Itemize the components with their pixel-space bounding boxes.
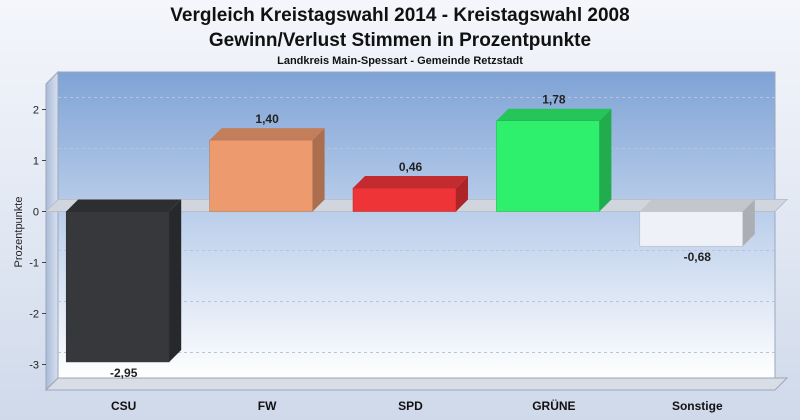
chart-caption: Landkreis Main-Spessart - Gemeinde Retzs… [277,55,523,67]
chart-title: Vergleich Kreistagswahl 2014 - Kreistags… [170,5,629,26]
value-label: -2,95 [110,366,138,380]
bar-csu [65,199,182,363]
value-label: 1,40 [255,112,279,126]
y-tick-label: -2 [29,309,39,321]
value-label: -0,68 [684,250,712,264]
bars: -2,95 1,40 0,46 1,78 -0,68 [65,93,755,380]
x-tick-label: Sonstige [672,399,723,413]
plot-side-wall [45,70,59,392]
bar-fw [209,128,325,212]
y-tick-label: -1 [29,258,39,270]
x-axis: CSU FW SPD GRÜNE Sonstige [111,398,723,413]
y-tick-label: 2 [33,105,39,117]
bar-spd [352,176,468,212]
x-tick-label: SPD [398,399,423,413]
x-tick-label: FW [258,399,277,413]
y-tick-label: 1 [33,156,39,168]
x-tick-label: CSU [111,399,136,413]
x-tick-label: GRÜNE [532,398,575,413]
value-label: 0,46 [399,160,423,174]
bar-grüne [496,108,612,212]
y-tick-label: -3 [29,360,39,372]
bar-sonstige [639,199,755,247]
plot-floor [44,377,789,391]
y-tick-label: 0 [33,207,39,219]
chart-subtitle: Gewinn/Verlust Stimmen in Prozentpunkte [209,30,591,51]
y-axis: 2 1 0 -1 -2 -3 [29,105,46,372]
value-label: 1,78 [542,93,566,107]
y-axis-label: Prozentpunkte [13,197,25,268]
